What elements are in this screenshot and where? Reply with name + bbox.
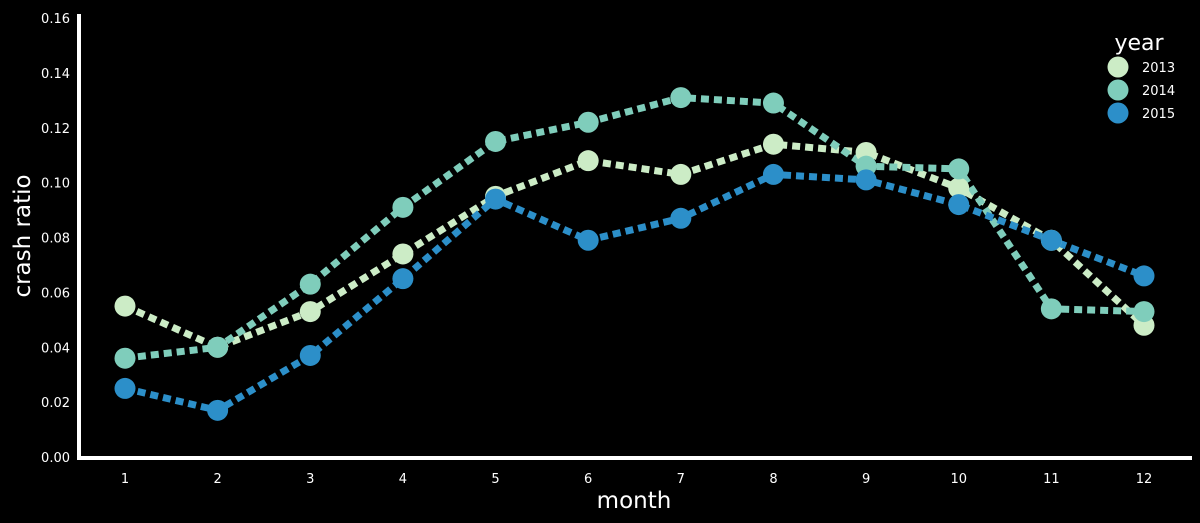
- data-point-2015: [1133, 265, 1155, 287]
- data-point-2014: [948, 158, 970, 180]
- legend-label-2015: 2015: [1142, 107, 1175, 122]
- y-tick-label: 0.16: [41, 12, 70, 27]
- data-point-2014: [762, 92, 784, 114]
- data-point-2014: [577, 111, 599, 133]
- legend-label-2013: 2013: [1142, 61, 1175, 76]
- x-tick-label: 10: [950, 472, 967, 487]
- x-tick-label: 7: [677, 472, 685, 487]
- data-point-2014: [670, 87, 692, 109]
- data-point-2013: [762, 133, 784, 155]
- y-tick-label: 0.10: [41, 177, 70, 192]
- x-tick-label: 3: [306, 472, 314, 487]
- x-tick-label: 11: [1043, 472, 1060, 487]
- series-line-2013: [123, 140, 1147, 351]
- y-tick-label: 0.00: [41, 451, 70, 466]
- series-lines: [123, 94, 1147, 414]
- data-point-2015: [577, 229, 599, 251]
- data-point-2015: [114, 377, 136, 399]
- axes-layer: [77, 14, 1192, 460]
- legend: year 2013 2014 2015: [1107, 31, 1175, 124]
- x-axis-title: month: [597, 488, 672, 514]
- data-point-2015: [670, 207, 692, 229]
- legend-marker-2014: [1107, 79, 1129, 101]
- data-point-2013: [670, 163, 692, 185]
- data-point-2015: [299, 344, 321, 366]
- tick-layer: 1 2 3 4 5 6 7 8 9 10 11 120.000.020.040.060.080.100…: [41, 12, 1152, 487]
- series-layer: [114, 87, 1155, 421]
- data-point-2014: [1133, 301, 1155, 323]
- legend-label-2014: 2014: [1142, 84, 1175, 99]
- data-point-2013: [299, 301, 321, 323]
- x-tick-label: 5: [491, 472, 499, 487]
- x-tick-label: 2: [213, 472, 221, 487]
- y-axis-title: crash ratio: [10, 174, 36, 297]
- x-tick-label: 4: [399, 472, 407, 487]
- series-line-2014: [124, 94, 1145, 362]
- data-point-2015: [485, 188, 507, 210]
- data-point-2014: [1040, 298, 1062, 320]
- data-point-2013: [577, 150, 599, 172]
- data-point-2014: [207, 336, 229, 358]
- y-tick-label: 0.12: [41, 122, 70, 137]
- series-markers: [114, 87, 1155, 421]
- legend-marker-2013: [1107, 56, 1129, 78]
- data-point-2015: [855, 169, 877, 191]
- legend-marker-2015: [1107, 102, 1129, 124]
- data-point-2015: [392, 268, 414, 290]
- x-tick-label: 6: [584, 472, 592, 487]
- x-tick-label: 9: [862, 472, 870, 487]
- y-tick-label: 0.08: [41, 232, 70, 247]
- legend-title: year: [1114, 31, 1164, 56]
- y-tick-label: 0.04: [41, 341, 70, 356]
- y-tick-label: 0.02: [41, 396, 70, 411]
- data-point-2015: [762, 163, 784, 185]
- data-point-2015: [1040, 229, 1062, 251]
- x-tick-label: 1: [121, 472, 129, 487]
- x-tick-label: 8: [769, 472, 777, 487]
- data-point-2014: [299, 273, 321, 295]
- data-point-2014: [114, 347, 136, 369]
- data-point-2013: [948, 177, 970, 199]
- y-tick-label: 0.06: [41, 286, 70, 301]
- x-tick-label: 12: [1136, 472, 1153, 487]
- data-point-2015: [207, 399, 229, 421]
- data-point-2015: [948, 194, 970, 216]
- data-point-2013: [392, 243, 414, 265]
- data-point-2013: [114, 295, 136, 317]
- y-tick-label: 0.14: [41, 67, 70, 82]
- series-line-2015: [124, 170, 1146, 414]
- data-point-2014: [392, 196, 414, 218]
- data-point-2014: [485, 130, 507, 152]
